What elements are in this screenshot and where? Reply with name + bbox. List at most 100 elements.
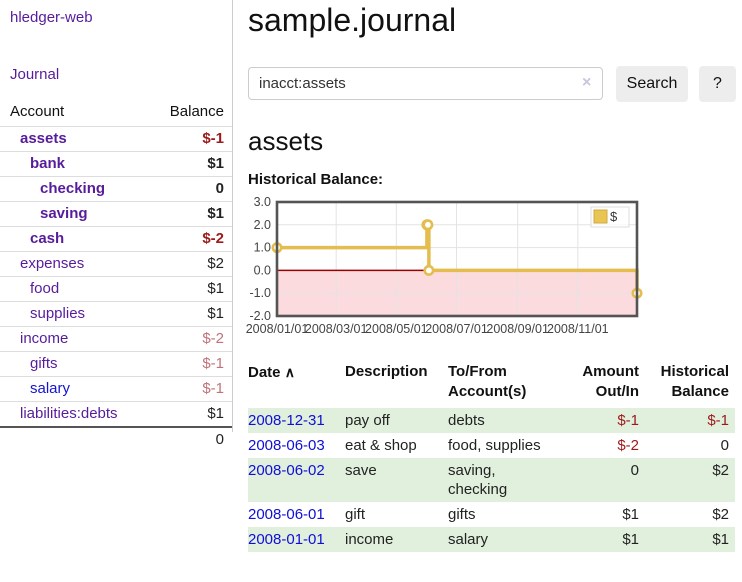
search-input[interactable]	[248, 67, 603, 100]
account-row: supplies $1	[0, 301, 232, 327]
svg-text:3.0: 3.0	[254, 195, 271, 209]
register-header-amount: Amount Out/In	[582, 363, 639, 400]
transaction-accounts: salary	[448, 531, 489, 548]
sort-asc-icon: ∧	[284, 364, 295, 380]
search-button[interactable]: Search	[616, 66, 688, 102]
account-link[interactable]: checking	[40, 180, 106, 197]
account-row: checking 0	[0, 176, 232, 202]
transaction-accounts: debts	[448, 412, 485, 429]
register-header-tofrom: To/From Account(s)	[448, 363, 527, 400]
accounts-header-account: Account	[0, 99, 144, 127]
account-balance: $2	[143, 251, 232, 277]
sidebar-item-journal[interactable]: Journal	[10, 66, 60, 83]
transaction-description: income	[345, 531, 394, 548]
account-row: income $-2	[0, 326, 232, 352]
account-link[interactable]: cash	[30, 230, 65, 247]
accounts-total: 0	[143, 426, 232, 452]
account-link[interactable]: income	[20, 330, 69, 347]
account-row: gifts $-1	[0, 351, 232, 377]
svg-text:2008/05/01: 2008/05/01	[365, 322, 428, 336]
account-row: liabilities:debts $1	[0, 401, 232, 428]
transaction-date-link[interactable]: 2008-06-03	[248, 437, 325, 454]
register-row[interactable]: 2008-12-31 pay off debts $-1 $-1	[248, 408, 735, 433]
account-balance: $-2	[143, 226, 232, 252]
transaction-amount: $1	[622, 506, 639, 523]
account-balance: $1	[143, 151, 232, 177]
register-header-description: Description	[345, 363, 428, 380]
help-button[interactable]: ?	[699, 66, 736, 102]
account-link[interactable]: salary	[30, 380, 71, 397]
account-row: expenses $2	[0, 251, 232, 277]
transaction-date-link[interactable]: 2008-01-01	[248, 531, 325, 548]
sidebar: hledger-web Journal Account Balance asse…	[0, 0, 233, 452]
register-row[interactable]: 2008-01-01 income salary $1 $1	[248, 527, 735, 552]
accounts-table: Account Balance assets $-1 bank $1 check…	[0, 99, 232, 452]
account-balance: $-1	[143, 376, 232, 402]
account-row: saving $1	[0, 201, 232, 227]
transaction-description: pay off	[345, 412, 390, 429]
svg-text:1.0: 1.0	[254, 241, 271, 255]
register-row[interactable]: 2008-06-02 save saving, checking 0 $2	[248, 458, 735, 502]
account-link[interactable]: bank	[30, 155, 66, 172]
transaction-date-link[interactable]: 2008-06-01	[248, 506, 325, 523]
svg-text:2008/07/01: 2008/07/01	[425, 322, 488, 336]
account-row: bank $1	[0, 151, 232, 177]
transaction-description: save	[345, 462, 377, 479]
account-balance: 0	[143, 176, 232, 202]
account-balance: $1	[143, 201, 232, 227]
account-row: cash $-2	[0, 226, 232, 252]
svg-text:2008/03/01: 2008/03/01	[305, 322, 368, 336]
register-row[interactable]: 2008-06-03 eat & shop food, supplies $-2…	[248, 433, 735, 458]
transaction-historical-balance: $1	[712, 531, 729, 548]
account-link[interactable]: gifts	[30, 355, 58, 372]
transaction-accounts: gifts	[448, 506, 476, 523]
transaction-historical-balance: $2	[712, 462, 729, 479]
transaction-amount: 0	[630, 462, 639, 479]
transaction-amount: $-1	[617, 412, 639, 429]
transaction-amount: $1	[622, 531, 639, 548]
svg-text:0.0: 0.0	[254, 263, 271, 277]
register-table: Date ∧ Description To/From Account(s) Am…	[248, 360, 735, 552]
chart-heading: Historical Balance:	[248, 171, 384, 188]
transaction-description: gift	[345, 506, 366, 523]
svg-text:2.0: 2.0	[254, 218, 271, 232]
transaction-amount: $-2	[617, 437, 639, 454]
register-row[interactable]: 2008-06-01 gift gifts $1 $2	[248, 502, 735, 527]
account-balance: $1	[143, 301, 232, 327]
account-row: assets $-1	[0, 126, 232, 152]
account-balance: $-2	[143, 326, 232, 352]
svg-text:$: $	[610, 209, 618, 224]
main-content: sample.journal × Search ? assets Histori…	[246, 0, 736, 552]
register-header-date[interactable]: Date ∧	[248, 364, 295, 381]
transaction-accounts: food, supplies	[448, 437, 541, 454]
clear-search-icon[interactable]: ×	[582, 74, 592, 91]
account-link[interactable]: liabilities:debts	[20, 405, 118, 422]
transaction-date-link[interactable]: 2008-12-31	[248, 412, 325, 429]
account-balance: $1	[143, 276, 232, 302]
transaction-accounts: saving, checking	[448, 462, 508, 498]
transaction-historical-balance: $-1	[707, 412, 729, 429]
account-row: salary $-1	[0, 376, 232, 402]
accounts-header-balance: Balance	[143, 99, 232, 127]
accounts-total-row: 0	[0, 426, 232, 452]
transaction-date-link[interactable]: 2008-06-02	[248, 462, 325, 479]
svg-text:2008/01/01: 2008/01/01	[246, 322, 309, 336]
svg-text:2008/11/01: 2008/11/01	[547, 322, 609, 336]
account-link[interactable]: saving	[40, 205, 88, 222]
page-title: sample.journal	[248, 2, 457, 38]
account-link[interactable]: food	[30, 280, 60, 297]
account-balance: $1	[143, 401, 232, 428]
historical-balance-chart: 3.0 2.0 1.0 0.0 -1.0 -2.02008/01/012008/03/01…	[246, 195, 643, 336]
account-link[interactable]: assets	[20, 130, 67, 147]
svg-text:-1.0: -1.0	[249, 286, 271, 300]
register-header-historical: Historical Balance	[660, 363, 729, 400]
transaction-description: eat & shop	[345, 437, 417, 454]
account-row: food $1	[0, 276, 232, 302]
account-link[interactable]: supplies	[30, 305, 86, 322]
account-link[interactable]: expenses	[20, 255, 85, 272]
app-title-link[interactable]: hledger-web	[10, 9, 93, 26]
transaction-historical-balance: 0	[720, 437, 729, 454]
svg-text:-2.0: -2.0	[249, 309, 271, 323]
account-balance: $-1	[143, 351, 232, 377]
transaction-historical-balance: $2	[712, 506, 729, 523]
